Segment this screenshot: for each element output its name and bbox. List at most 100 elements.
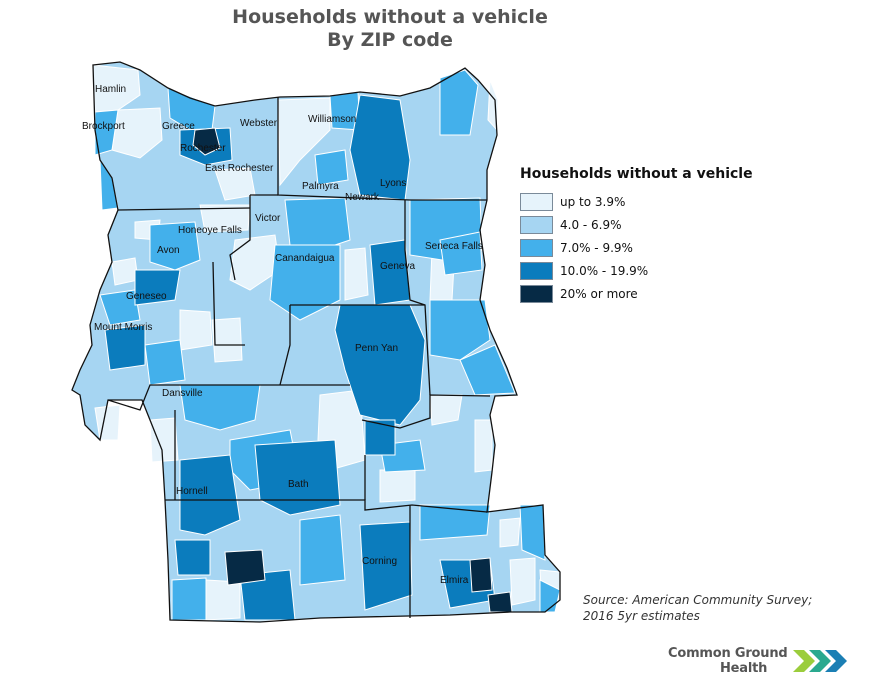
source-note: Source: American Community Survey; 2016 … xyxy=(583,593,813,623)
county-line xyxy=(212,261,245,346)
city-label-dansville: Dansville xyxy=(162,388,203,399)
zip-area xyxy=(171,577,207,621)
title-line-2: By ZIP code xyxy=(327,29,453,51)
legend-item: 4.0 - 6.9% xyxy=(520,213,753,236)
zip-area xyxy=(94,404,121,441)
city-label-williamson: Williamson xyxy=(308,114,356,125)
zip-area xyxy=(459,344,516,396)
legend-item: 7.0% - 9.9% xyxy=(520,236,753,259)
zip-area xyxy=(334,304,426,426)
legend-label: up to 3.9% xyxy=(560,194,626,209)
city-label-penn-yan: Penn Yan xyxy=(355,343,398,354)
zip-area xyxy=(419,504,491,541)
legend: Households without a vehicle up to 3.9% … xyxy=(520,166,753,305)
chevron-2 xyxy=(808,650,831,672)
legend-swatch xyxy=(520,284,553,303)
city-label-geneva: Geneva xyxy=(380,261,415,272)
zip-area xyxy=(199,204,251,233)
region-outline xyxy=(71,61,561,623)
zip-area xyxy=(499,517,521,548)
common-ground-health-logo: Common Ground Health xyxy=(668,646,853,676)
zip-area xyxy=(509,557,536,606)
legend-swatch xyxy=(520,192,553,211)
zip-area xyxy=(224,549,266,586)
city-label-elmira: Elmira xyxy=(440,575,469,586)
city-label-bath: Bath xyxy=(288,479,309,490)
county-line xyxy=(107,384,350,411)
zip-area xyxy=(254,439,341,516)
legend-label: 20% or more xyxy=(560,286,638,301)
map-title: Households without a vehicle By ZIP code xyxy=(0,6,780,52)
tier-highest xyxy=(192,127,513,613)
zip-area xyxy=(299,514,346,586)
city-label-geneseo: Geneseo xyxy=(126,291,167,302)
zip-area xyxy=(379,469,416,503)
city-labels: Hamlin Brockport Greece Rochester Webste… xyxy=(82,84,483,586)
zip-area xyxy=(99,289,141,326)
county-line xyxy=(279,305,291,386)
city-label-rochester: Rochester xyxy=(180,143,226,154)
zip-area xyxy=(439,69,479,136)
city-label-avon: Avon xyxy=(157,245,180,256)
legend-item: up to 3.9% xyxy=(520,190,753,213)
city-label-hamlin: Hamlin xyxy=(95,84,126,95)
zip-area xyxy=(487,591,513,613)
city-label-newark: Newark xyxy=(345,192,380,203)
county-boundaries xyxy=(71,61,561,623)
zip-area xyxy=(134,269,181,306)
city-label-greece: Greece xyxy=(162,121,195,132)
chevron-3 xyxy=(824,650,847,672)
zip-area xyxy=(205,579,241,621)
city-label-lyons: Lyons xyxy=(380,178,406,189)
city-label-canandaigua: Canandaigua xyxy=(275,253,335,264)
zip-area xyxy=(179,454,241,536)
zip-area xyxy=(174,539,211,576)
county-line xyxy=(165,499,488,513)
legend-title: Households without a vehicle xyxy=(520,166,753,182)
chevron-1 xyxy=(792,650,815,672)
zip-area xyxy=(149,417,179,463)
legend-item: 10.0% - 19.9% xyxy=(520,259,753,282)
zip-area xyxy=(359,521,413,611)
zip-area xyxy=(519,504,546,561)
county-line xyxy=(229,195,251,281)
logo-text: Common Ground Health xyxy=(668,646,788,676)
legend-label: 4.0 - 6.9% xyxy=(560,217,622,232)
zip-area xyxy=(149,221,201,271)
city-label-palmyra: Palmyra xyxy=(302,181,339,192)
city-label-honeoye-falls: Honeoye Falls xyxy=(178,225,242,236)
county-line xyxy=(277,97,487,201)
legend-swatch xyxy=(520,261,553,280)
zip-area xyxy=(269,244,341,321)
zip-area xyxy=(192,127,221,156)
logo-line-2: Health xyxy=(720,661,768,676)
city-label-mount-morris: Mount Morris xyxy=(94,322,152,333)
zip-area xyxy=(474,419,493,473)
zip-area xyxy=(344,247,369,301)
tier-medium xyxy=(94,69,561,621)
zip-area xyxy=(369,239,411,306)
city-label-webster: Webster xyxy=(240,118,278,129)
legend-label: 7.0% - 9.9% xyxy=(560,240,633,255)
zip-area xyxy=(469,557,493,593)
city-label-victor: Victor xyxy=(255,213,281,224)
county-line xyxy=(361,394,491,429)
zip-area xyxy=(144,339,186,386)
zip-area xyxy=(111,257,139,286)
tier-high xyxy=(104,94,496,621)
legend-item: 20% or more xyxy=(520,282,753,305)
county-line xyxy=(117,207,251,211)
city-label-corning: Corning xyxy=(362,556,397,567)
legend-swatch xyxy=(520,215,553,234)
zip-area xyxy=(439,231,483,276)
zip-area xyxy=(94,109,119,156)
zip-area xyxy=(429,299,491,361)
zip-area xyxy=(364,419,396,456)
zip-area xyxy=(211,317,243,363)
logo-line-1: Common Ground xyxy=(668,646,788,661)
zip-area xyxy=(179,309,213,351)
zip-area xyxy=(314,149,349,186)
legend-label: 10.0% - 19.9% xyxy=(560,263,649,278)
city-label-brockport: Brockport xyxy=(82,121,125,132)
zip-area xyxy=(104,324,146,371)
